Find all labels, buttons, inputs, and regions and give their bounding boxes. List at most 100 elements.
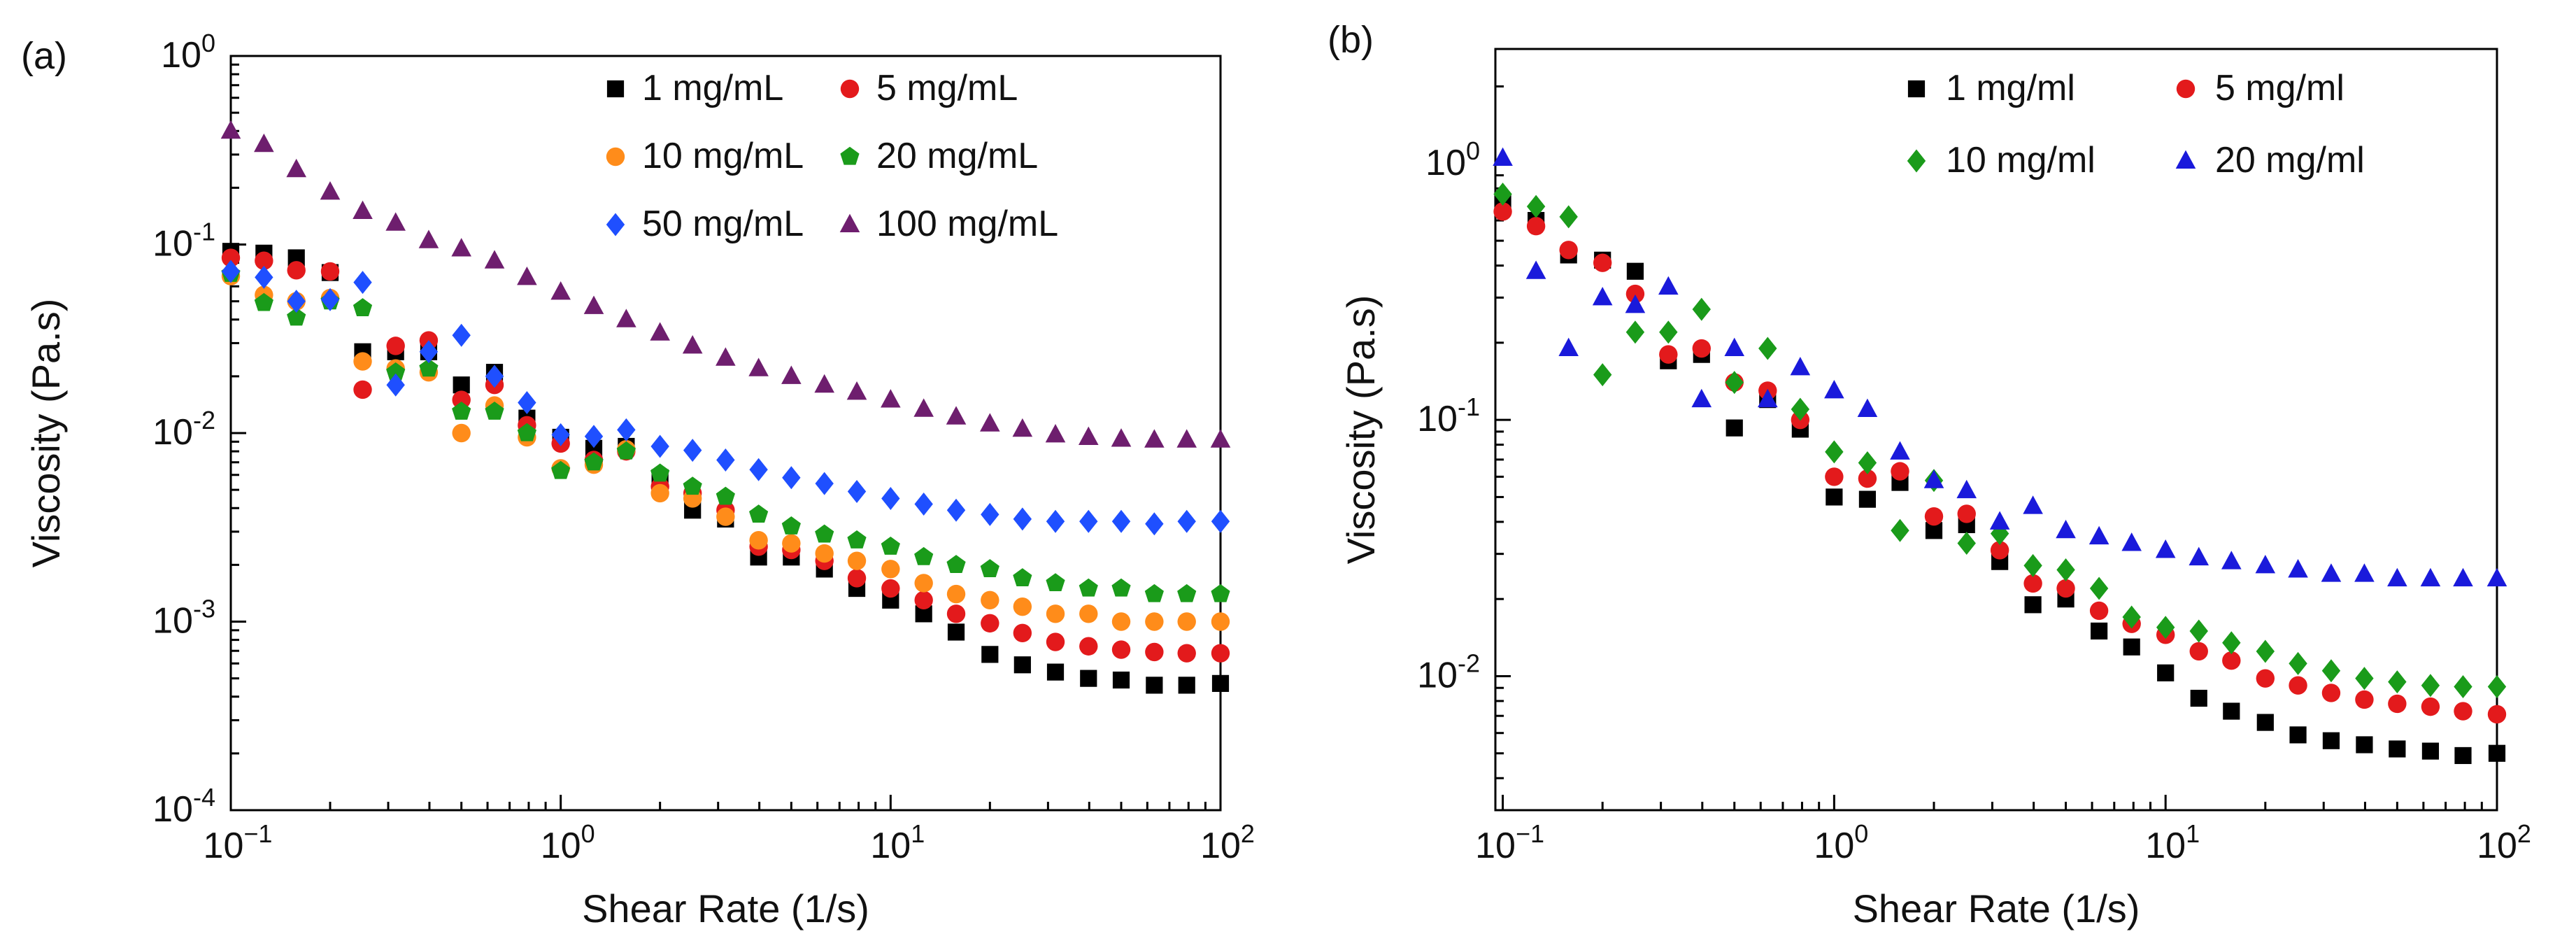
data-point [385, 212, 406, 231]
data-point [2122, 605, 2141, 629]
legend-marker [606, 213, 625, 236]
data-point [2256, 669, 2275, 688]
data-point [485, 401, 504, 420]
data-point [320, 288, 340, 311]
legend-label: 20 mg/mL [876, 136, 1038, 176]
data-point [1625, 294, 1646, 313]
data-point [1493, 147, 1513, 167]
data-point [1078, 426, 1099, 446]
data-point [2354, 563, 2375, 582]
y-tick-label: 10-2 [152, 406, 215, 453]
data-point [980, 413, 1000, 432]
data-point [650, 322, 670, 341]
series-50-mg-ml [221, 260, 1230, 536]
data-point [981, 614, 999, 633]
y-tick-label: 10-2 [1417, 649, 1480, 695]
data-point [254, 133, 274, 153]
legend-label: 50 mg/mL [642, 204, 804, 244]
data-point [1111, 428, 1132, 447]
data-point [846, 381, 867, 400]
data-point [946, 498, 966, 522]
x-tick-label: 101 [870, 819, 925, 866]
data-point [2189, 619, 2208, 643]
x-axis-title: Shear Rate (1/s) [1853, 886, 2140, 931]
data-point [1858, 469, 1877, 488]
data-point [1826, 488, 1843, 506]
data-point [1013, 568, 1032, 586]
data-point [1079, 578, 1098, 597]
x-tick-label: 10−1 [1475, 819, 1544, 866]
data-point [1990, 541, 2009, 560]
data-point [1145, 512, 1164, 536]
legend-label: 5 mg/ml [2215, 68, 2344, 108]
data-point [1210, 429, 1231, 448]
data-point [1857, 398, 1878, 417]
data-point [2421, 742, 2440, 760]
data-point [650, 483, 669, 503]
data-point [2190, 689, 2207, 707]
data-point [2289, 651, 2307, 675]
data-point [2454, 747, 2472, 765]
y-tick-label: 100 [1425, 136, 1480, 183]
data-point [386, 373, 405, 397]
data-point [914, 546, 934, 565]
data-point [1658, 276, 1679, 295]
legend-label: 20 mg/ml [2215, 140, 2365, 181]
data-point [1526, 217, 1546, 236]
data-point [1825, 467, 1844, 486]
data-point [1079, 509, 1098, 533]
data-point [981, 502, 999, 526]
legend-marker [839, 213, 860, 232]
data-point [1659, 320, 1678, 344]
data-point [550, 281, 571, 300]
data-point [551, 460, 571, 479]
data-point [2091, 622, 2108, 640]
data-point [847, 551, 867, 570]
data-point [981, 590, 999, 609]
data-point [1558, 337, 1579, 357]
data-point [683, 476, 702, 495]
data-point [881, 579, 900, 598]
data-point [1858, 451, 1877, 474]
data-point [881, 389, 901, 408]
data-point [1957, 504, 1976, 523]
data-point [2056, 519, 2076, 539]
data-point [1758, 337, 1777, 360]
data-point [716, 486, 735, 505]
data-point [2289, 726, 2307, 744]
data-point [221, 248, 241, 267]
data-point [452, 423, 471, 443]
data-point [847, 569, 867, 588]
data-point [453, 376, 470, 394]
panel-label: (b) [1328, 19, 1374, 61]
data-point [287, 290, 306, 313]
data-point [1111, 612, 1131, 631]
data-point [2388, 670, 2407, 694]
data-point [1211, 509, 1230, 533]
data-point [584, 425, 604, 448]
data-point [485, 365, 504, 388]
legend-marker [606, 147, 625, 167]
data-point [2488, 744, 2506, 762]
data-point [1012, 418, 1033, 437]
data-point [1891, 518, 1909, 542]
data-point [1177, 644, 1196, 663]
data-point [2089, 601, 2109, 621]
data-point [1891, 462, 1909, 481]
data-point [815, 472, 834, 495]
legend-marker [840, 79, 860, 99]
data-point [1013, 623, 1032, 642]
data-point [286, 158, 306, 178]
data-point [1045, 423, 1066, 443]
y-tick-label: 10-3 [152, 595, 215, 642]
data-point [484, 250, 505, 269]
x-tick-label: 102 [2477, 819, 2531, 866]
data-point [1692, 297, 1711, 321]
data-point [418, 229, 439, 248]
data-point [1923, 469, 1944, 488]
data-point [1559, 205, 1578, 229]
data-point [2486, 567, 2507, 587]
x-axis-title: Shear Rate (1/s) [582, 886, 869, 931]
data-point [683, 439, 702, 462]
data-point [1625, 320, 1645, 344]
